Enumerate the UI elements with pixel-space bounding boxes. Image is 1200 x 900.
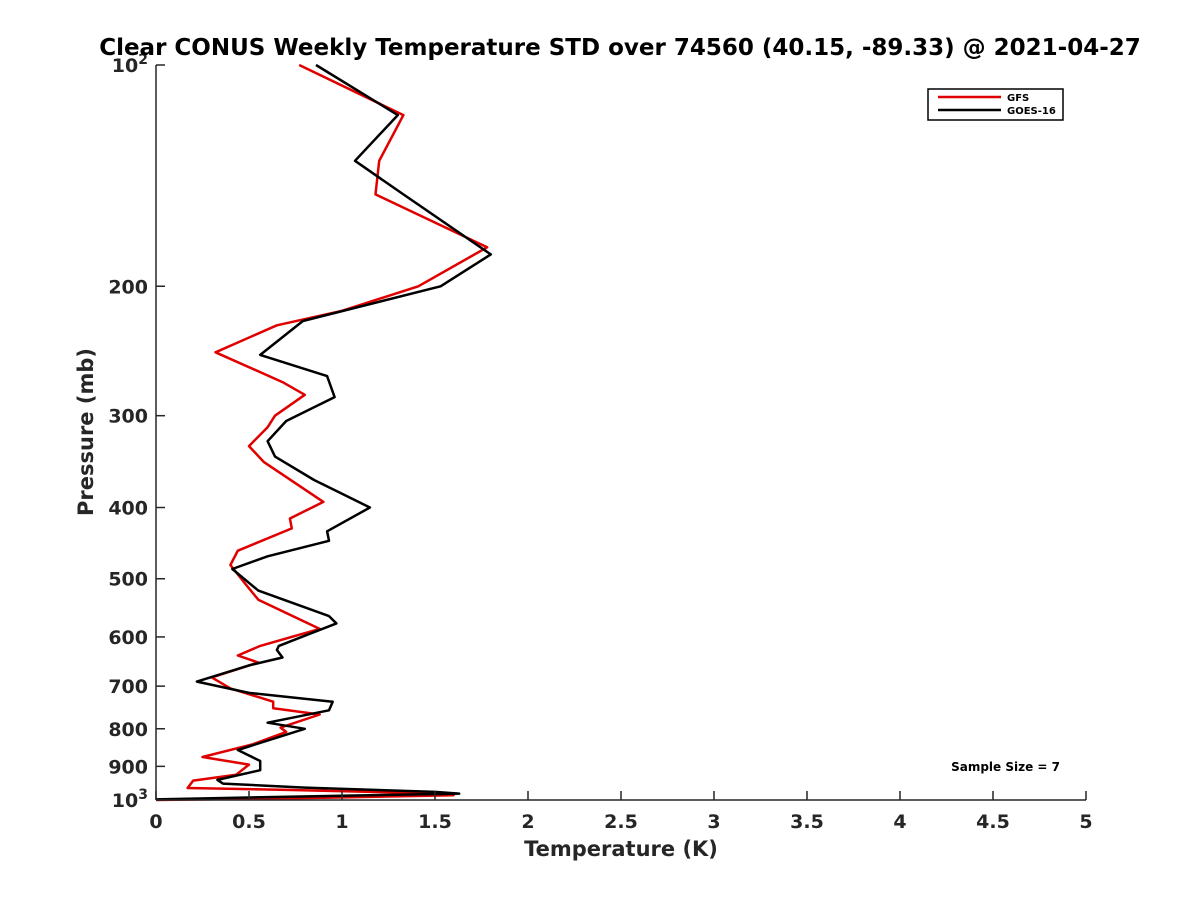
series-line-goes16 <box>155 63 493 801</box>
y-tick-label: 200 <box>108 276 148 298</box>
y-tick-label: 102 <box>112 52 148 77</box>
x-tick-label: 2.5 <box>604 811 638 833</box>
y-tick-label: 800 <box>108 719 148 741</box>
x-tick-label: 1 <box>335 811 348 833</box>
y-tick-label: 500 <box>108 569 148 591</box>
x-tick-label: 4.5 <box>976 811 1010 833</box>
y-tick-label: 600 <box>108 627 148 649</box>
legend-box <box>927 88 1064 121</box>
x-tick-label: 3 <box>707 811 720 833</box>
x-tick-label: 0.5 <box>232 811 266 833</box>
x-tick-label: 5 <box>1079 811 1092 833</box>
y-axis-label: Pressure (mb) <box>74 348 98 516</box>
y-tick-label: 700 <box>108 676 148 698</box>
x-axis-ticks: 0 0.5 1 1.5 2 2.5 3 3.5 4 4.5 5 <box>149 791 1093 833</box>
x-tick-label: 1.5 <box>418 811 452 833</box>
x-axis-label: Temperature (K) <box>524 837 718 861</box>
y-axis-ticks: 102 200 300 400 500 600 700 800 900 103 <box>108 52 165 812</box>
sample-size-annotation: Sample Size = 7 <box>951 760 1060 774</box>
legend-label-goes16: GOES-16 <box>1007 106 1056 117</box>
y-tick-label: 400 <box>108 498 148 520</box>
x-tick-label: 0 <box>149 811 162 833</box>
y-tick-label: 900 <box>108 756 148 778</box>
x-tick-label: 4 <box>893 811 906 833</box>
legend-label-gfs: GFS <box>1007 93 1029 104</box>
legend: GFS GOES-16 <box>927 88 1064 121</box>
x-tick-label: 2 <box>521 811 534 833</box>
y-tick-label: 300 <box>108 406 148 428</box>
series-line-gfs <box>155 63 489 802</box>
series-layer <box>155 63 493 802</box>
chart-title: Clear CONUS Weekly Temperature STD over … <box>99 35 1141 61</box>
y-tick-label: 103 <box>112 787 148 812</box>
x-tick-label: 3.5 <box>790 811 824 833</box>
